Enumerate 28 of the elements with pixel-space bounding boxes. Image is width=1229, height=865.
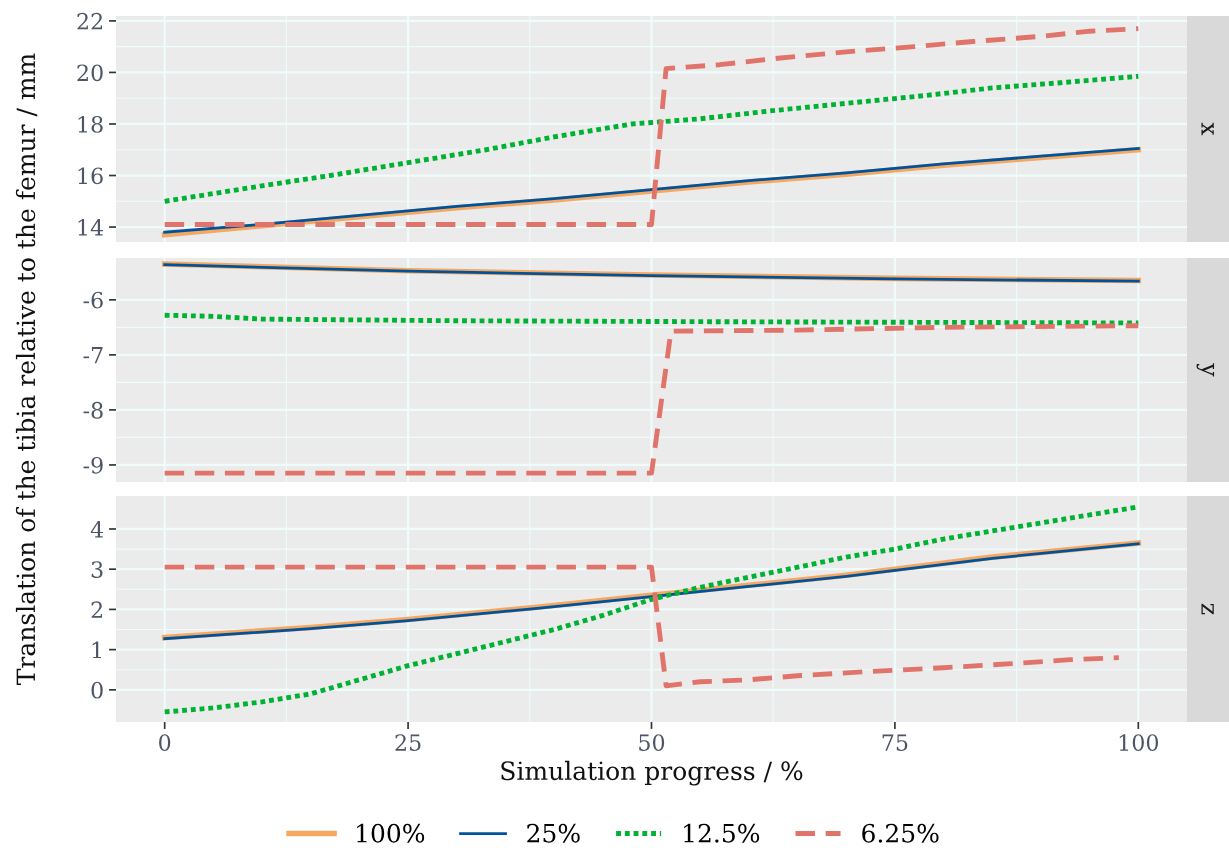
y2-axis-title: y: [1196, 363, 1215, 377]
x-tick-label: 100: [1119, 734, 1159, 752]
y-tick-label: 22: [77, 12, 103, 30]
y-tick-label: -6: [83, 291, 103, 309]
y-tick-label: -9: [83, 456, 103, 474]
y-tick-label: 18: [78, 115, 103, 133]
y-tick-label: 0: [91, 681, 103, 699]
legend-label: 100%: [357, 823, 425, 843]
y-tick-label: 16: [78, 167, 103, 185]
y2-axis-title: z: [1201, 603, 1214, 615]
y-tick-label: 2: [91, 601, 103, 618]
x-tick-label: 75: [882, 734, 908, 752]
y-tick-label: 1: [92, 641, 102, 659]
y-tick-label: 14: [78, 219, 104, 236]
y-tick-label: 3: [91, 561, 103, 578]
y-tick-label: 4: [90, 520, 104, 538]
x-tick-label: 25: [395, 734, 421, 752]
legend-label: 25%: [527, 823, 580, 843]
legend-label: 12.5%: [684, 823, 760, 843]
legend-label: 6.25%: [862, 823, 939, 843]
y-tick-label: 20: [77, 64, 103, 82]
y2-axis-title: x: [1201, 122, 1214, 136]
x-axis-title: Simulation progress / %: [501, 760, 803, 786]
x-tick-label: 0: [159, 734, 171, 752]
y-axis-title: Translation of the tibia relative to the femur / mm: [15, 53, 38, 686]
x-tick-label: 50: [639, 734, 665, 752]
y-tick-label: -7: [83, 347, 103, 364]
y-tick-label: -8: [83, 401, 103, 419]
